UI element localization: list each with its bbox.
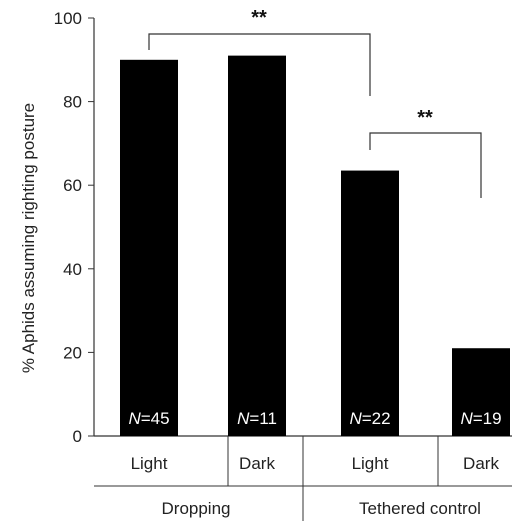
significance-label-2: ** [417,107,433,129]
bracket-1-line [148,33,371,96]
y-tick-label-60: 60 [63,176,82,195]
y-tick-label-100: 100 [54,9,82,28]
y-axis-label: % Aphids assuming righting posture [19,103,38,373]
bars [120,55,510,437]
y-tick-label-80: 80 [63,93,82,112]
bar-tethered-light [341,170,399,436]
significance-bracket-1: ** [148,7,371,96]
bar-dropping-dark [228,55,286,437]
significance-bracket-2: ** [369,107,482,198]
group-label-dropping: Dropping [162,499,231,518]
group-label-tethered-control: Tethered control [359,499,481,518]
bar-tethered-dark [452,348,510,436]
category-label-tethered-light: Light [352,454,389,473]
n-labels: N=45 N=11 N=22 N=19 [128,409,501,428]
y-tick-label-20: 20 [63,343,82,362]
y-tick-label-0: 0 [73,427,82,446]
category-label-dropping-light: Light [131,454,168,473]
n-label-dropping-light: N=45 [128,409,169,428]
y-ticks: 0 20 40 60 80 100 [54,9,94,446]
bracket-2-line [369,132,482,198]
category-label-dropping-dark: Dark [239,454,275,473]
n-label-tethered-dark: N=19 [460,409,501,428]
category-label-tethered-dark: Dark [463,454,499,473]
y-tick-label-40: 40 [63,260,82,279]
n-label-tethered-light: N=22 [349,409,390,428]
bar-dropping-light [120,59,178,437]
significance-label-1: ** [251,7,267,29]
n-label-dropping-dark: N=11 [237,409,277,428]
